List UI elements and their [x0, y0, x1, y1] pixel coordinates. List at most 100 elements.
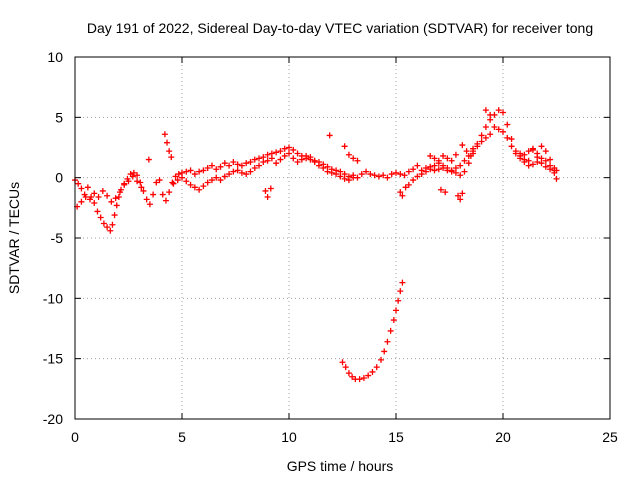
data-point — [91, 190, 98, 197]
data-point — [91, 200, 98, 207]
data-point — [525, 157, 532, 164]
data-point — [143, 196, 150, 203]
data-point — [422, 168, 429, 175]
data-point — [170, 180, 177, 187]
data-point — [463, 148, 470, 155]
data-point — [410, 166, 417, 173]
data-point — [444, 155, 451, 162]
data-point — [208, 177, 215, 184]
data-point — [342, 364, 349, 371]
data-point — [500, 109, 506, 116]
data-point — [410, 177, 417, 184]
data-point — [78, 185, 85, 192]
data-point — [183, 168, 190, 175]
data-point — [405, 168, 412, 175]
data-point — [457, 196, 464, 203]
data-point — [86, 196, 93, 203]
data-point — [221, 160, 228, 167]
data-point — [116, 189, 123, 196]
data-point — [121, 181, 128, 188]
data-point — [307, 154, 314, 161]
data-point — [134, 172, 141, 179]
data-point — [84, 184, 91, 191]
data-point — [431, 155, 438, 162]
data-point — [448, 167, 455, 174]
data-point — [191, 171, 198, 178]
data-point — [264, 151, 271, 158]
data-point — [414, 162, 421, 169]
data-point — [371, 172, 378, 179]
data-point — [504, 121, 511, 128]
data-point — [395, 297, 402, 304]
data-point — [418, 171, 425, 178]
data-point — [221, 173, 228, 180]
data-point — [187, 181, 194, 188]
data-point — [345, 370, 352, 377]
data-point — [444, 165, 451, 172]
data-point — [349, 373, 356, 380]
data-point — [191, 184, 198, 191]
data-point — [281, 152, 288, 159]
data-point — [551, 167, 558, 174]
data-point — [161, 131, 168, 138]
data-point — [397, 189, 404, 196]
data-point — [350, 155, 357, 162]
data-point — [264, 193, 271, 200]
data-point — [487, 131, 494, 138]
data-point — [169, 179, 176, 186]
plot-frame — [74, 56, 611, 420]
data-point — [290, 155, 297, 162]
data-point — [113, 202, 120, 209]
data-point — [226, 162, 233, 169]
data-point — [478, 138, 485, 145]
data-point — [337, 173, 344, 180]
data-point — [217, 177, 224, 184]
data-point — [393, 307, 399, 314]
data-point — [367, 171, 374, 178]
data-point — [324, 168, 331, 175]
data-point — [542, 148, 549, 155]
data-point — [230, 168, 237, 175]
data-point — [542, 157, 549, 164]
data-point — [94, 208, 101, 215]
data-point — [298, 156, 305, 163]
data-point — [138, 184, 145, 191]
data-point — [380, 172, 387, 179]
data-series — [72, 107, 560, 383]
data-point — [354, 157, 361, 164]
data-point — [414, 173, 421, 180]
data-point — [435, 157, 442, 164]
data-point — [78, 198, 85, 205]
data-point — [268, 155, 275, 162]
data-point — [341, 175, 348, 182]
data-point — [159, 191, 166, 198]
data-point — [187, 167, 194, 174]
data-point — [440, 152, 447, 159]
data-point — [95, 193, 102, 200]
data-point — [200, 167, 207, 174]
x-tick-label: 25 — [602, 429, 618, 445]
data-point — [365, 372, 372, 379]
data-point — [529, 146, 536, 153]
data-point — [234, 161, 241, 168]
data-point — [381, 348, 388, 355]
data-point — [156, 177, 163, 184]
data-point — [251, 165, 258, 172]
y-tick-label: -5 — [51, 230, 64, 246]
data-point — [397, 288, 404, 295]
data-point — [277, 148, 284, 155]
data-point — [345, 177, 352, 184]
x-tick-label: 0 — [71, 429, 79, 445]
data-point — [294, 150, 301, 157]
data-point — [461, 157, 468, 164]
y-tick-label: 0 — [55, 170, 63, 186]
data-point — [482, 107, 489, 114]
x-tick-label: 10 — [281, 429, 297, 445]
x-axis-label: GPS time / hours — [287, 458, 394, 474]
data-point — [474, 143, 481, 150]
data-point — [461, 168, 468, 175]
data-point — [384, 338, 391, 345]
data-point — [174, 177, 181, 184]
data-point — [399, 192, 406, 199]
data-point — [358, 171, 365, 178]
